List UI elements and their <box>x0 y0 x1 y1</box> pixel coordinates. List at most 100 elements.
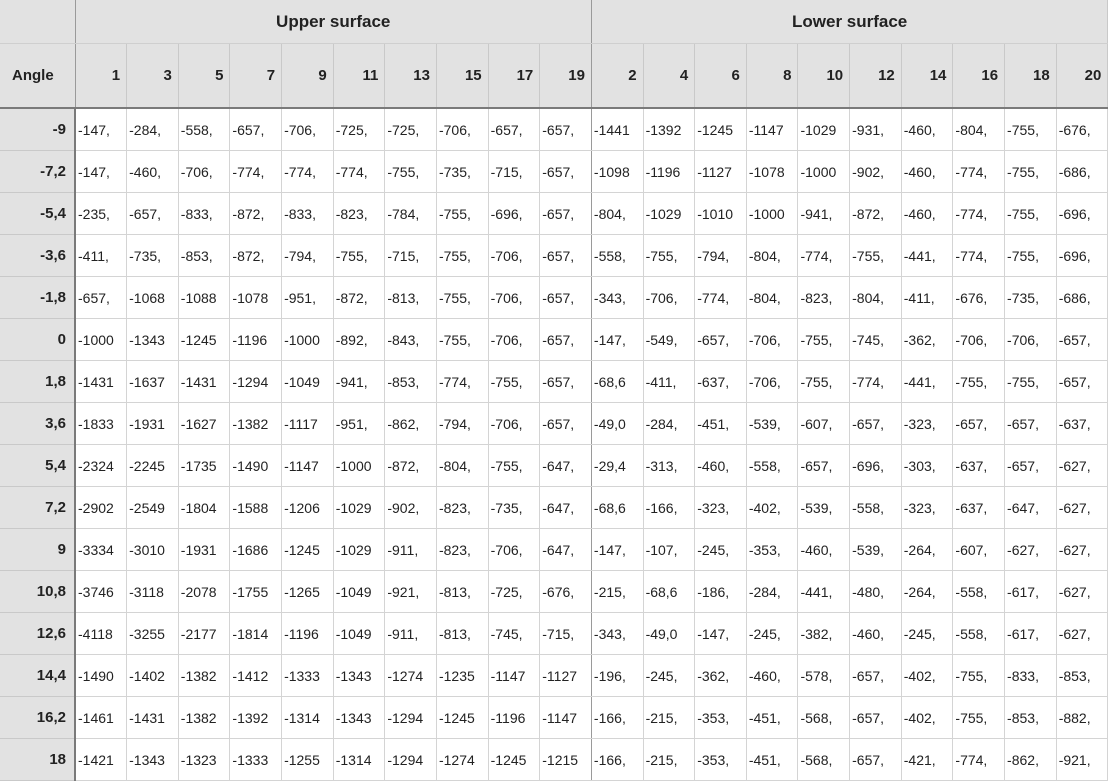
data-cell[interactable]: -1294 <box>384 738 437 781</box>
data-cell[interactable]: -1127 <box>539 654 592 697</box>
data-cell[interactable]: -1382 <box>178 696 231 739</box>
data-cell[interactable]: -706, <box>488 318 541 361</box>
data-cell[interactable]: -215, <box>643 738 696 781</box>
data-cell[interactable]: -902, <box>849 150 902 193</box>
data-cell[interactable]: -558, <box>746 444 799 487</box>
data-cell[interactable]: -1804 <box>178 486 231 529</box>
data-cell[interactable]: -706, <box>281 108 334 151</box>
data-cell[interactable]: -911, <box>384 612 437 655</box>
data-cell[interactable]: -872, <box>384 444 437 487</box>
data-cell[interactable]: -1382 <box>229 402 283 445</box>
data-cell[interactable]: -657, <box>539 234 592 277</box>
data-cell[interactable]: -872, <box>333 276 386 319</box>
data-cell[interactable]: -637, <box>952 444 1006 487</box>
data-cell[interactable]: -107, <box>643 528 696 571</box>
data-cell[interactable]: -147, <box>75 108 128 151</box>
data-cell[interactable]: -657, <box>849 654 902 697</box>
data-cell[interactable]: -460, <box>797 528 851 571</box>
data-cell[interactable]: -1049 <box>281 360 334 403</box>
data-cell[interactable]: -1461 <box>75 696 128 739</box>
data-cell[interactable]: -568, <box>797 738 851 781</box>
data-cell[interactable]: -1088 <box>178 276 231 319</box>
data-cell[interactable]: -264, <box>901 528 954 571</box>
data-cell[interactable]: -1000 <box>333 444 386 487</box>
data-cell[interactable]: -784, <box>384 192 437 235</box>
data-cell[interactable]: -1490 <box>229 444 283 487</box>
data-cell[interactable]: -657, <box>229 108 283 151</box>
data-cell[interactable]: -941, <box>333 360 386 403</box>
data-cell[interactable]: -1402 <box>126 654 179 697</box>
data-cell[interactable]: -245, <box>643 654 696 697</box>
data-cell[interactable]: -951, <box>333 402 386 445</box>
data-cell[interactable]: -1255 <box>281 738 334 781</box>
data-cell[interactable]: -657, <box>539 402 592 445</box>
data-cell[interactable]: -1000 <box>75 318 128 361</box>
data-cell[interactable]: -657, <box>539 276 592 319</box>
data-cell[interactable]: -735, <box>488 486 541 529</box>
data-cell[interactable]: -872, <box>229 192 283 235</box>
data-cell[interactable]: -715, <box>384 234 437 277</box>
data-cell[interactable]: -460, <box>126 150 179 193</box>
data-cell[interactable]: -607, <box>952 528 1006 571</box>
data-cell[interactable]: -303, <box>901 444 954 487</box>
data-cell[interactable]: -1314 <box>333 738 386 781</box>
data-cell[interactable]: -627, <box>1056 486 1108 529</box>
data-cell[interactable]: -657, <box>539 192 592 235</box>
data-cell[interactable]: -755, <box>436 234 489 277</box>
data-cell[interactable]: -1382 <box>178 654 231 697</box>
data-cell[interactable]: -402, <box>901 696 954 739</box>
data-cell[interactable]: -755, <box>488 444 541 487</box>
data-cell[interactable]: -853, <box>178 234 231 277</box>
data-cell[interactable]: -813, <box>436 612 489 655</box>
data-cell[interactable]: -147, <box>694 612 747 655</box>
data-cell[interactable]: -1245 <box>178 318 231 361</box>
data-cell[interactable]: -2078 <box>178 570 231 613</box>
data-cell[interactable]: -657, <box>126 192 179 235</box>
data-cell[interactable]: -706, <box>746 360 799 403</box>
data-cell[interactable]: -755, <box>384 150 437 193</box>
data-cell[interactable]: -696, <box>1056 234 1108 277</box>
data-cell[interactable]: -49,0 <box>591 402 644 445</box>
data-cell[interactable]: -676, <box>952 276 1006 319</box>
data-cell[interactable]: -706, <box>488 276 541 319</box>
data-cell[interactable]: -1314 <box>281 696 334 739</box>
data-cell[interactable]: -794, <box>436 402 489 445</box>
data-cell[interactable]: -774, <box>952 150 1006 193</box>
data-cell[interactable]: -549, <box>643 318 696 361</box>
data-cell[interactable]: -353, <box>694 696 747 739</box>
data-cell[interactable]: -68,6 <box>643 570 696 613</box>
data-cell[interactable]: -245, <box>746 612 799 655</box>
data-cell[interactable]: -657, <box>539 108 592 151</box>
data-cell[interactable]: -264, <box>901 570 954 613</box>
data-cell[interactable]: -1627 <box>178 402 231 445</box>
data-cell[interactable]: -284, <box>126 108 179 151</box>
data-cell[interactable]: -706, <box>746 318 799 361</box>
data-cell[interactable]: -804, <box>746 276 799 319</box>
data-cell[interactable]: -853, <box>1004 696 1057 739</box>
data-cell[interactable]: -951, <box>281 276 334 319</box>
data-cell[interactable]: -755, <box>952 654 1006 697</box>
data-cell[interactable]: -2245 <box>126 444 179 487</box>
data-cell[interactable]: -833, <box>281 192 334 235</box>
data-cell[interactable]: -1333 <box>229 738 283 781</box>
data-cell[interactable]: -774, <box>436 360 489 403</box>
data-cell[interactable]: -794, <box>281 234 334 277</box>
data-cell[interactable]: -627, <box>1056 444 1108 487</box>
data-cell[interactable]: -411, <box>643 360 696 403</box>
data-cell[interactable]: -706, <box>488 528 541 571</box>
data-cell[interactable]: -196, <box>591 654 644 697</box>
data-cell[interactable]: -1343 <box>126 738 179 781</box>
data-cell[interactable]: -1931 <box>126 402 179 445</box>
data-cell[interactable]: -853, <box>384 360 437 403</box>
data-cell[interactable]: -1274 <box>384 654 437 697</box>
data-cell[interactable]: -755, <box>643 234 696 277</box>
data-cell[interactable]: -1147 <box>281 444 334 487</box>
data-cell[interactable]: -323, <box>901 402 954 445</box>
data-cell[interactable]: -460, <box>746 654 799 697</box>
data-cell[interactable]: -755, <box>333 234 386 277</box>
data-cell[interactable]: -735, <box>436 150 489 193</box>
data-cell[interactable]: -755, <box>797 360 851 403</box>
data-cell[interactable]: -627, <box>1056 612 1108 655</box>
data-cell[interactable]: -1245 <box>694 108 747 151</box>
data-cell[interactable]: -1274 <box>436 738 489 781</box>
